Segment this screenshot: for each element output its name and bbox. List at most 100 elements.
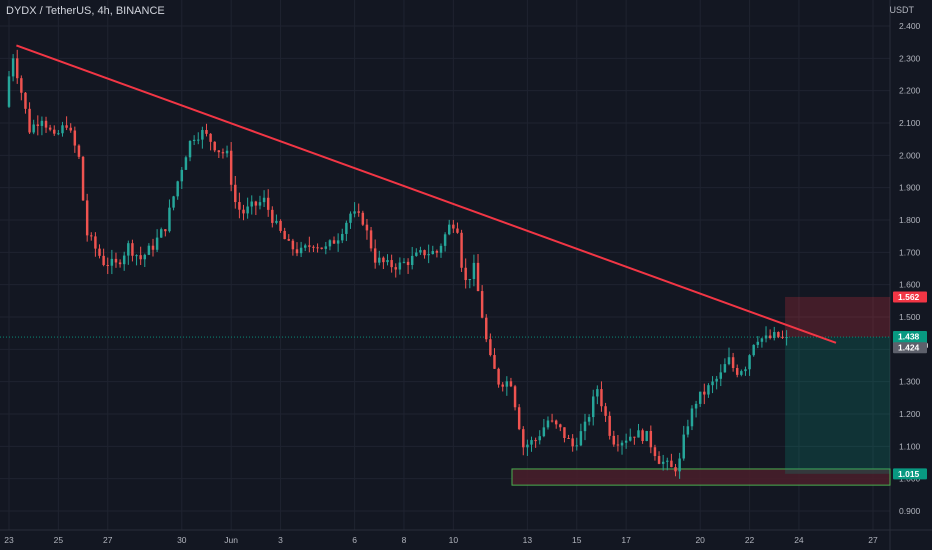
candle-body[interactable] <box>719 372 723 379</box>
candle-body[interactable] <box>480 291 484 318</box>
candle-body[interactable] <box>102 255 105 266</box>
candle-body[interactable] <box>773 332 776 339</box>
candle-body[interactable] <box>764 335 768 339</box>
candle-body[interactable] <box>357 211 360 213</box>
candle-body[interactable] <box>155 237 159 250</box>
candle-body[interactable] <box>180 169 184 182</box>
candle-body[interactable] <box>744 369 747 372</box>
candle-body[interactable] <box>612 435 616 445</box>
candle-body[interactable] <box>406 261 410 266</box>
candle-body[interactable] <box>678 458 681 472</box>
candle-body[interactable] <box>159 229 163 238</box>
candle-body[interactable] <box>591 396 595 418</box>
candle-body[interactable] <box>225 150 229 154</box>
candle-body[interactable] <box>707 385 710 395</box>
candle-body[interactable] <box>550 420 554 422</box>
candle-body[interactable] <box>530 440 533 445</box>
candle-body[interactable] <box>641 430 644 442</box>
candle-body[interactable] <box>291 240 295 250</box>
candle-body[interactable] <box>538 436 541 441</box>
candle-body[interactable] <box>168 207 171 232</box>
candle-body[interactable] <box>756 341 760 345</box>
candle-body[interactable] <box>336 240 340 244</box>
candle-body[interactable] <box>410 255 414 266</box>
candle-body[interactable] <box>127 243 130 256</box>
candle-body[interactable] <box>468 279 472 281</box>
candle-body[interactable] <box>460 232 463 268</box>
candle-body[interactable] <box>698 391 702 404</box>
descending-trendline[interactable] <box>16 44 837 344</box>
candle-body[interactable] <box>517 407 521 430</box>
candle-body[interactable] <box>649 430 653 448</box>
candle-body[interactable] <box>493 355 496 369</box>
candle-body[interactable] <box>73 130 77 146</box>
candle-body[interactable] <box>349 213 352 223</box>
candle-body[interactable] <box>209 133 212 142</box>
candle-body[interactable] <box>57 133 60 135</box>
candle-body[interactable] <box>439 245 443 253</box>
candle-body[interactable] <box>369 230 373 249</box>
candle-body[interactable] <box>36 124 40 126</box>
candle-body[interactable] <box>266 197 270 210</box>
candle-body[interactable] <box>345 222 348 234</box>
candle-body[interactable] <box>287 239 291 241</box>
candle-body[interactable] <box>69 127 72 131</box>
candle-body[interactable] <box>106 265 109 267</box>
candle-body[interactable] <box>505 381 509 387</box>
candle-body[interactable] <box>258 202 262 206</box>
candle-body[interactable] <box>546 420 550 428</box>
candle-body[interactable] <box>53 129 56 134</box>
candle-body[interactable] <box>686 426 690 435</box>
candle-body[interactable] <box>661 461 665 464</box>
candle-body[interactable] <box>361 212 365 225</box>
candle-body[interactable] <box>20 78 23 93</box>
candle-body[interactable] <box>213 141 216 151</box>
candle-body[interactable] <box>188 140 192 158</box>
candle-body[interactable] <box>192 139 196 141</box>
candle-body[interactable] <box>85 200 89 236</box>
candle-body[interactable] <box>472 262 476 280</box>
candle-body[interactable] <box>781 336 784 338</box>
candle-body[interactable] <box>620 442 624 446</box>
candle-body[interactable] <box>221 152 225 154</box>
candle-body[interactable] <box>201 129 204 140</box>
candle-body[interactable] <box>567 438 570 440</box>
candle-body[interactable] <box>118 262 122 265</box>
candle-body[interactable] <box>604 406 607 416</box>
candle-body[interactable] <box>629 436 632 441</box>
candle-body[interactable] <box>24 92 27 109</box>
candle-body[interactable] <box>559 424 562 428</box>
candle-body[interactable] <box>575 445 579 447</box>
position-target-area[interactable] <box>785 337 890 474</box>
candle-body[interactable] <box>139 255 142 260</box>
candle-body[interactable] <box>65 125 68 128</box>
candle-body[interactable] <box>748 355 751 370</box>
candle-body[interactable] <box>431 251 435 255</box>
candle-body[interactable] <box>723 364 727 373</box>
candle-body[interactable] <box>205 129 208 134</box>
candle-body[interactable] <box>657 456 661 464</box>
candle-body[interactable] <box>184 157 188 170</box>
candle-body[interactable] <box>694 403 698 409</box>
candle-body[interactable] <box>254 201 258 206</box>
candle-body[interactable] <box>386 260 389 263</box>
candle-body[interactable] <box>637 430 640 438</box>
candle-body[interactable] <box>143 254 147 260</box>
candle-body[interactable] <box>28 108 31 133</box>
candle-body[interactable] <box>711 381 714 386</box>
candle-body[interactable] <box>731 357 735 369</box>
candle-body[interactable] <box>15 58 19 79</box>
candle-body[interactable] <box>752 344 755 356</box>
symbol-title[interactable]: DYDX / TetherUS, 4h, BINANCE <box>6 5 165 17</box>
candle-body[interactable] <box>509 381 513 387</box>
candle-body[interactable] <box>324 246 328 249</box>
candle-body[interactable] <box>501 384 504 387</box>
candle-body[interactable] <box>312 246 315 248</box>
candle-body[interactable] <box>390 260 393 268</box>
candle-body[interactable] <box>373 248 377 263</box>
candle-body[interactable] <box>122 255 126 265</box>
candle-body[interactable] <box>316 247 319 249</box>
candle-body[interactable] <box>456 228 459 233</box>
candle-body[interactable] <box>11 58 15 77</box>
candle-body[interactable] <box>447 224 451 235</box>
